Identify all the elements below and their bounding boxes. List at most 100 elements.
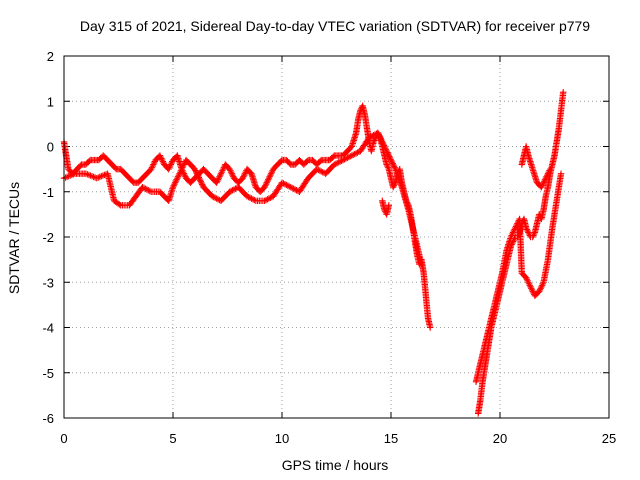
data-point (63, 173, 71, 181)
data-point (192, 167, 199, 174)
data-point (156, 152, 164, 159)
data-point (251, 196, 258, 204)
y-tick-label: -6 (42, 411, 54, 426)
data-point (541, 176, 549, 183)
data-point (139, 184, 146, 191)
data-point (241, 171, 248, 179)
data-point (193, 170, 201, 177)
data-point (148, 165, 155, 173)
x-axis-ticks: 0 5 10 15 20 25 (60, 56, 616, 446)
data-point (142, 185, 149, 192)
data-point (508, 232, 515, 239)
data-point (385, 152, 392, 159)
y-tick-label: 0 (47, 140, 54, 155)
data-point (140, 184, 148, 192)
data-point (196, 175, 203, 183)
data-point (149, 162, 156, 170)
data-point (150, 161, 157, 168)
data-point (171, 181, 178, 188)
data-point (313, 165, 321, 173)
data-point (229, 171, 236, 179)
data-point (177, 167, 185, 174)
data-point (262, 196, 270, 204)
data-point (509, 230, 516, 238)
x-tick-label: 10 (275, 431, 289, 446)
data-point (524, 277, 531, 284)
data-point (240, 173, 247, 180)
data-point (175, 171, 183, 179)
data-point (334, 159, 341, 167)
y-tick-label: 2 (47, 49, 54, 64)
data-point (379, 139, 386, 146)
data-point (391, 164, 398, 171)
data-point (84, 171, 91, 178)
data-point (166, 164, 173, 171)
data-point (318, 168, 325, 175)
data-point (261, 197, 268, 204)
data-point (341, 156, 348, 163)
data-point (528, 285, 535, 292)
data-point (388, 158, 396, 166)
data-point (150, 159, 158, 167)
data-point (335, 159, 342, 166)
data-point (418, 260, 425, 268)
data-point (243, 193, 251, 200)
data-point (342, 155, 350, 162)
data-point (332, 160, 339, 168)
data-point (93, 174, 100, 182)
data-point (544, 170, 552, 177)
data-point (229, 187, 236, 194)
data-point (169, 184, 177, 191)
data-point (368, 132, 376, 140)
data-point (374, 129, 382, 137)
data-point (390, 163, 398, 170)
data-point (366, 134, 373, 141)
data-point (507, 233, 515, 241)
data-point (179, 162, 187, 170)
data-point (267, 194, 274, 201)
data-point (378, 138, 386, 145)
data-point (148, 164, 156, 171)
data-point (166, 162, 174, 170)
x-tick-label: 15 (384, 431, 398, 446)
data-point (167, 161, 175, 168)
data-point (522, 224, 530, 232)
data-point (95, 174, 102, 181)
data-point (384, 162, 391, 170)
data-point (245, 193, 252, 201)
data-point (524, 227, 531, 235)
data-point (367, 133, 374, 140)
data-point (345, 153, 353, 161)
data-point (537, 285, 544, 292)
data-point (226, 188, 233, 195)
data-point (386, 154, 394, 162)
data-point (527, 283, 534, 290)
data-point (209, 193, 216, 200)
data-point (510, 227, 518, 235)
data-point (248, 195, 255, 202)
data-point (198, 179, 205, 187)
data-point (197, 178, 205, 185)
data-point (384, 164, 392, 171)
data-point (539, 280, 547, 287)
data-point (239, 174, 246, 182)
data-point (543, 173, 550, 180)
data-point (523, 226, 531, 233)
data-point (198, 181, 206, 188)
data-point (218, 168, 225, 176)
data-point (174, 173, 182, 180)
data-point (287, 184, 294, 191)
y-axis-label: SDTVAR / TECUs (6, 182, 22, 294)
data-point (168, 159, 175, 167)
data-point (378, 136, 385, 144)
data-point (523, 276, 531, 283)
data-point (528, 286, 536, 293)
data-point (249, 196, 257, 203)
data-point (370, 138, 377, 146)
data-point (525, 280, 533, 287)
data-point (538, 182, 546, 189)
data-point (173, 176, 180, 183)
data-point (316, 167, 323, 174)
data-point (546, 167, 553, 174)
data-point (544, 171, 551, 179)
